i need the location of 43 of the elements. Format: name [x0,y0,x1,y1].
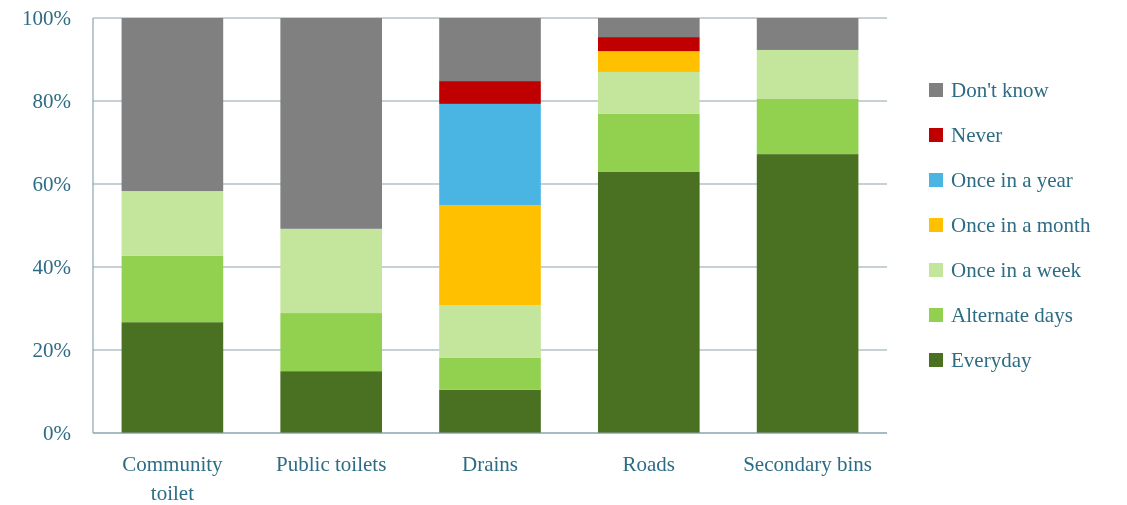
y-tick-label: 100% [22,6,71,31]
bar [439,18,541,82]
y-tick-label: 80% [32,89,71,114]
bar [439,305,541,358]
y-tick-label: 60% [32,172,71,197]
bar [280,371,383,433]
bar [597,171,700,433]
bar [121,191,224,256]
legend-label: Don't know [951,78,1050,103]
bar [439,81,541,104]
legend-label: Never [951,123,1003,148]
bar [121,322,224,433]
x-tick-label: Public toilets [276,452,387,476]
bar [597,37,700,52]
bar [756,18,859,50]
bar [121,18,224,192]
bar [597,18,700,38]
bar [439,103,541,206]
bar [756,154,859,433]
bar [280,228,383,314]
y-tick-label: 0% [43,421,71,446]
bar [280,18,383,229]
legend-label: Once in a month [951,213,1091,238]
x-tick-label: Roads [622,452,676,476]
bar [439,205,541,306]
bar [280,313,383,372]
y-tick-label: 40% [32,255,71,280]
bar [756,49,859,99]
bar [597,51,700,72]
bar [121,255,224,323]
bar [756,98,859,155]
x-tick-label: Secondary bins [743,452,873,476]
bar [597,71,700,114]
bar [439,389,541,433]
x-tick-label: Community toilet [122,452,224,505]
legend-label: Alternate days [951,303,1073,328]
legend-label: Everyday [951,348,1032,373]
legend-label: Once in a week [951,258,1082,283]
x-tick-label: Drains [462,452,518,476]
y-tick-label: 20% [32,338,71,363]
bar [439,357,541,390]
legend-label: Once in a year [951,168,1073,193]
bar [597,113,700,172]
